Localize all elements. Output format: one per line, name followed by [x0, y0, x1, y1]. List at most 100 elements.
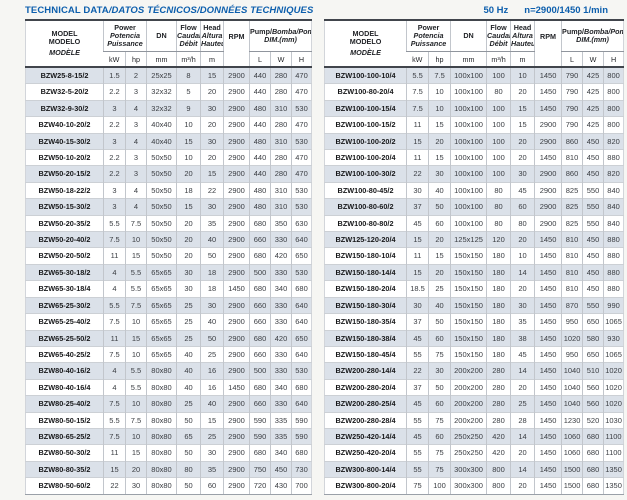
value-cell: 20 — [200, 83, 224, 101]
value-cell: 640 — [290, 345, 312, 363]
value-cell: 20 — [510, 477, 535, 495]
value-cell: 1450 — [534, 313, 562, 330]
value-cell: 1450 — [534, 296, 562, 314]
value-cell: 55 — [406, 411, 429, 429]
value-cell: 28 — [510, 411, 535, 429]
value-cell: 860 — [561, 165, 583, 183]
value-cell: 180 — [486, 313, 511, 330]
value-cell: 1450 — [223, 378, 250, 396]
value-cell: 2900 — [223, 362, 250, 380]
value-cell: 11 — [406, 247, 429, 265]
value-cell: 2900 — [223, 231, 250, 248]
value-cell: 20 — [200, 149, 224, 166]
model-cell: BZW80-50-30/2 — [25, 444, 104, 462]
value-cell: 20 — [510, 132, 535, 150]
model-cell: BZW65-25-30/2 — [25, 296, 104, 314]
page-title-translations: /DATOS TÉCNICOS/DONNÉES TECHNIQUES — [108, 5, 314, 16]
value-cell: 55 — [406, 345, 429, 363]
unit-head: m — [200, 51, 224, 68]
value-cell: 2900 — [223, 395, 250, 413]
value-cell: 37 — [406, 198, 429, 216]
value-cell: 4 — [125, 181, 147, 199]
value-cell: 2900 — [223, 345, 250, 363]
value-cell: 65 — [176, 427, 201, 445]
value-cell: 30 — [428, 362, 451, 380]
value-cell: 280 — [486, 362, 511, 380]
value-cell: 530 — [290, 198, 312, 216]
value-cell: 300x300 — [450, 477, 487, 495]
value-cell: 50x50 — [146, 149, 177, 166]
table-row: BZW50-18-22/2 3 4 50x50 18 22 2900 480 310 530 — [25, 181, 312, 199]
value-cell: 1450 — [534, 231, 562, 248]
value-cell: 80 — [486, 83, 511, 101]
value-cell: 80x80 — [146, 362, 177, 380]
model-cell: BZW80-40-16/2 — [25, 362, 104, 380]
value-cell: 150x150 — [450, 329, 487, 347]
model-cell: BZW65-25-50/2 — [25, 329, 104, 347]
value-cell: 180 — [486, 247, 511, 265]
value-cell: 180 — [486, 280, 511, 298]
model-cell: BZW50-20-50/2 — [25, 247, 104, 265]
value-cell: 18.5 — [406, 280, 429, 298]
value-cell: 2900 — [223, 247, 250, 265]
value-cell: 880 — [603, 231, 624, 248]
value-cell: 65x65 — [146, 296, 177, 314]
value-cell: 25 — [510, 395, 535, 413]
value-cell: 5.5 — [406, 66, 429, 84]
value-cell: 100x100 — [450, 116, 487, 134]
value-cell: 30 — [176, 280, 201, 298]
value-cell: 50 — [428, 198, 451, 216]
value-cell: 680 — [290, 280, 312, 298]
model-cell: BZW100-80-60/2 — [324, 198, 407, 216]
value-cell: 11 — [103, 247, 126, 265]
unit-h: H — [603, 51, 624, 68]
value-cell: 840 — [603, 198, 624, 216]
table-row: BZW150-180-38/4 45 60 150x150 180 38 1450 1020 5… — [324, 329, 624, 347]
value-cell: 1020 — [603, 378, 624, 396]
table-row: BZW65-25-30/2 5.5 7.5 65x65 25 30 2900 660 330 64… — [25, 296, 312, 314]
value-cell: 310 — [270, 181, 292, 199]
value-cell: 100 — [428, 477, 451, 495]
value-cell: 7.5 — [406, 83, 429, 101]
value-cell: 1060 — [561, 444, 583, 462]
table-row: BZW150-180-30/4 30 40 150x150 180 30 1450 870 55… — [324, 296, 624, 314]
table-header: MODEL MODELO MODÈLE Power Potencia Puiss… — [25, 20, 312, 68]
value-cell: 680 — [582, 427, 604, 445]
value-cell: 310 — [270, 132, 292, 150]
value-cell: 280 — [270, 66, 292, 84]
value-cell: 7.5 — [103, 313, 126, 330]
value-cell: 880 — [603, 263, 624, 281]
unit-hp: hp — [125, 51, 147, 68]
value-cell: 2900 — [223, 477, 250, 495]
value-cell: 60 — [428, 214, 451, 232]
table-row: BZW65-25-50/2 11 15 65x65 25 50 2900 680 420 650 — [25, 329, 312, 347]
value-cell: 1450 — [534, 395, 562, 413]
table-row: BZW100-100-20/2 15 20 100x100 100 20 2900 860 45… — [324, 132, 624, 150]
value-cell: 100x100 — [450, 198, 487, 216]
value-cell: 50 — [200, 329, 224, 347]
value-cell: 4 — [103, 263, 126, 281]
value-cell: 37 — [406, 313, 429, 330]
value-cell: 4 — [125, 99, 147, 117]
value-cell: 22 — [103, 477, 126, 495]
value-cell: 2900 — [534, 181, 562, 199]
value-cell: 450 — [582, 247, 604, 265]
value-cell: 50 — [428, 313, 451, 330]
value-cell: 100 — [486, 66, 511, 84]
value-cell: 700 — [290, 477, 312, 495]
value-cell: 280 — [486, 378, 511, 396]
value-cell: 450 — [582, 132, 604, 150]
value-cell: 100x100 — [450, 149, 487, 166]
value-cell: 65x65 — [146, 280, 177, 298]
value-cell: 1450 — [534, 427, 562, 445]
value-cell: 100x100 — [450, 165, 487, 183]
value-cell: 80x80 — [146, 411, 177, 429]
unit-flow: m³/h — [486, 51, 511, 68]
table-row: BZW200-280-25/4 45 60 200x200 280 25 1450 1040 5… — [324, 395, 624, 413]
value-cell: 4 — [103, 280, 126, 298]
value-cell: 2 — [125, 66, 147, 84]
value-cell: 10 — [428, 83, 451, 101]
table-row: BZW80-80-35/2 15 20 80x80 80 35 2900 750 450 730 — [25, 460, 312, 478]
value-cell: 65x65 — [146, 345, 177, 363]
value-cell: 1020 — [603, 395, 624, 413]
